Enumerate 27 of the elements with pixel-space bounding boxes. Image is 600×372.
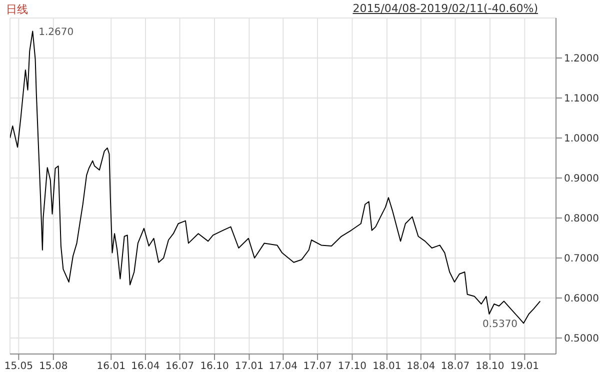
x-tick-label: 17.01 [234,361,264,372]
y-tick-label: 0.5000 [564,334,599,345]
x-tick-label: 15.05 [4,361,33,372]
x-tick-label: 16.10 [200,361,229,372]
x-tick-label: 15.08 [39,361,68,372]
x-tick-label: 17.04 [268,361,298,372]
y-tick-label: 1.2000 [564,54,599,65]
y-tick-label: 0.7000 [564,254,599,265]
chart-title: 日线 [6,2,28,17]
x-tick-label: 18.10 [476,361,504,372]
chart-subtitle: 2015/04/08-2019/02/11(-40.60%) [352,2,538,15]
y-tick-label: 0.6000 [564,294,599,305]
y-tick-label: 1.0000 [564,134,599,145]
x-tick-label: 16.07 [165,361,194,372]
x-tick-label: 18.07 [440,361,470,372]
x-tick-label: 19.01 [510,361,539,372]
annotation: 0.5370 [482,318,518,330]
y-tick-label: 1.1000 [564,94,599,105]
y-tick-label: 0.8000 [564,214,599,225]
annotation: 1.2670 [38,26,74,38]
x-tick-label: 17.07 [303,361,332,372]
x-tick-label: 18.04 [406,361,436,372]
x-tick-label: 16.04 [131,361,160,372]
x-tick-label: 18.01 [372,361,402,372]
x-tick-label: 17.10 [338,361,367,372]
x-tick-label: 16.01 [96,361,126,372]
y-tick-label: 0.9000 [564,174,599,185]
